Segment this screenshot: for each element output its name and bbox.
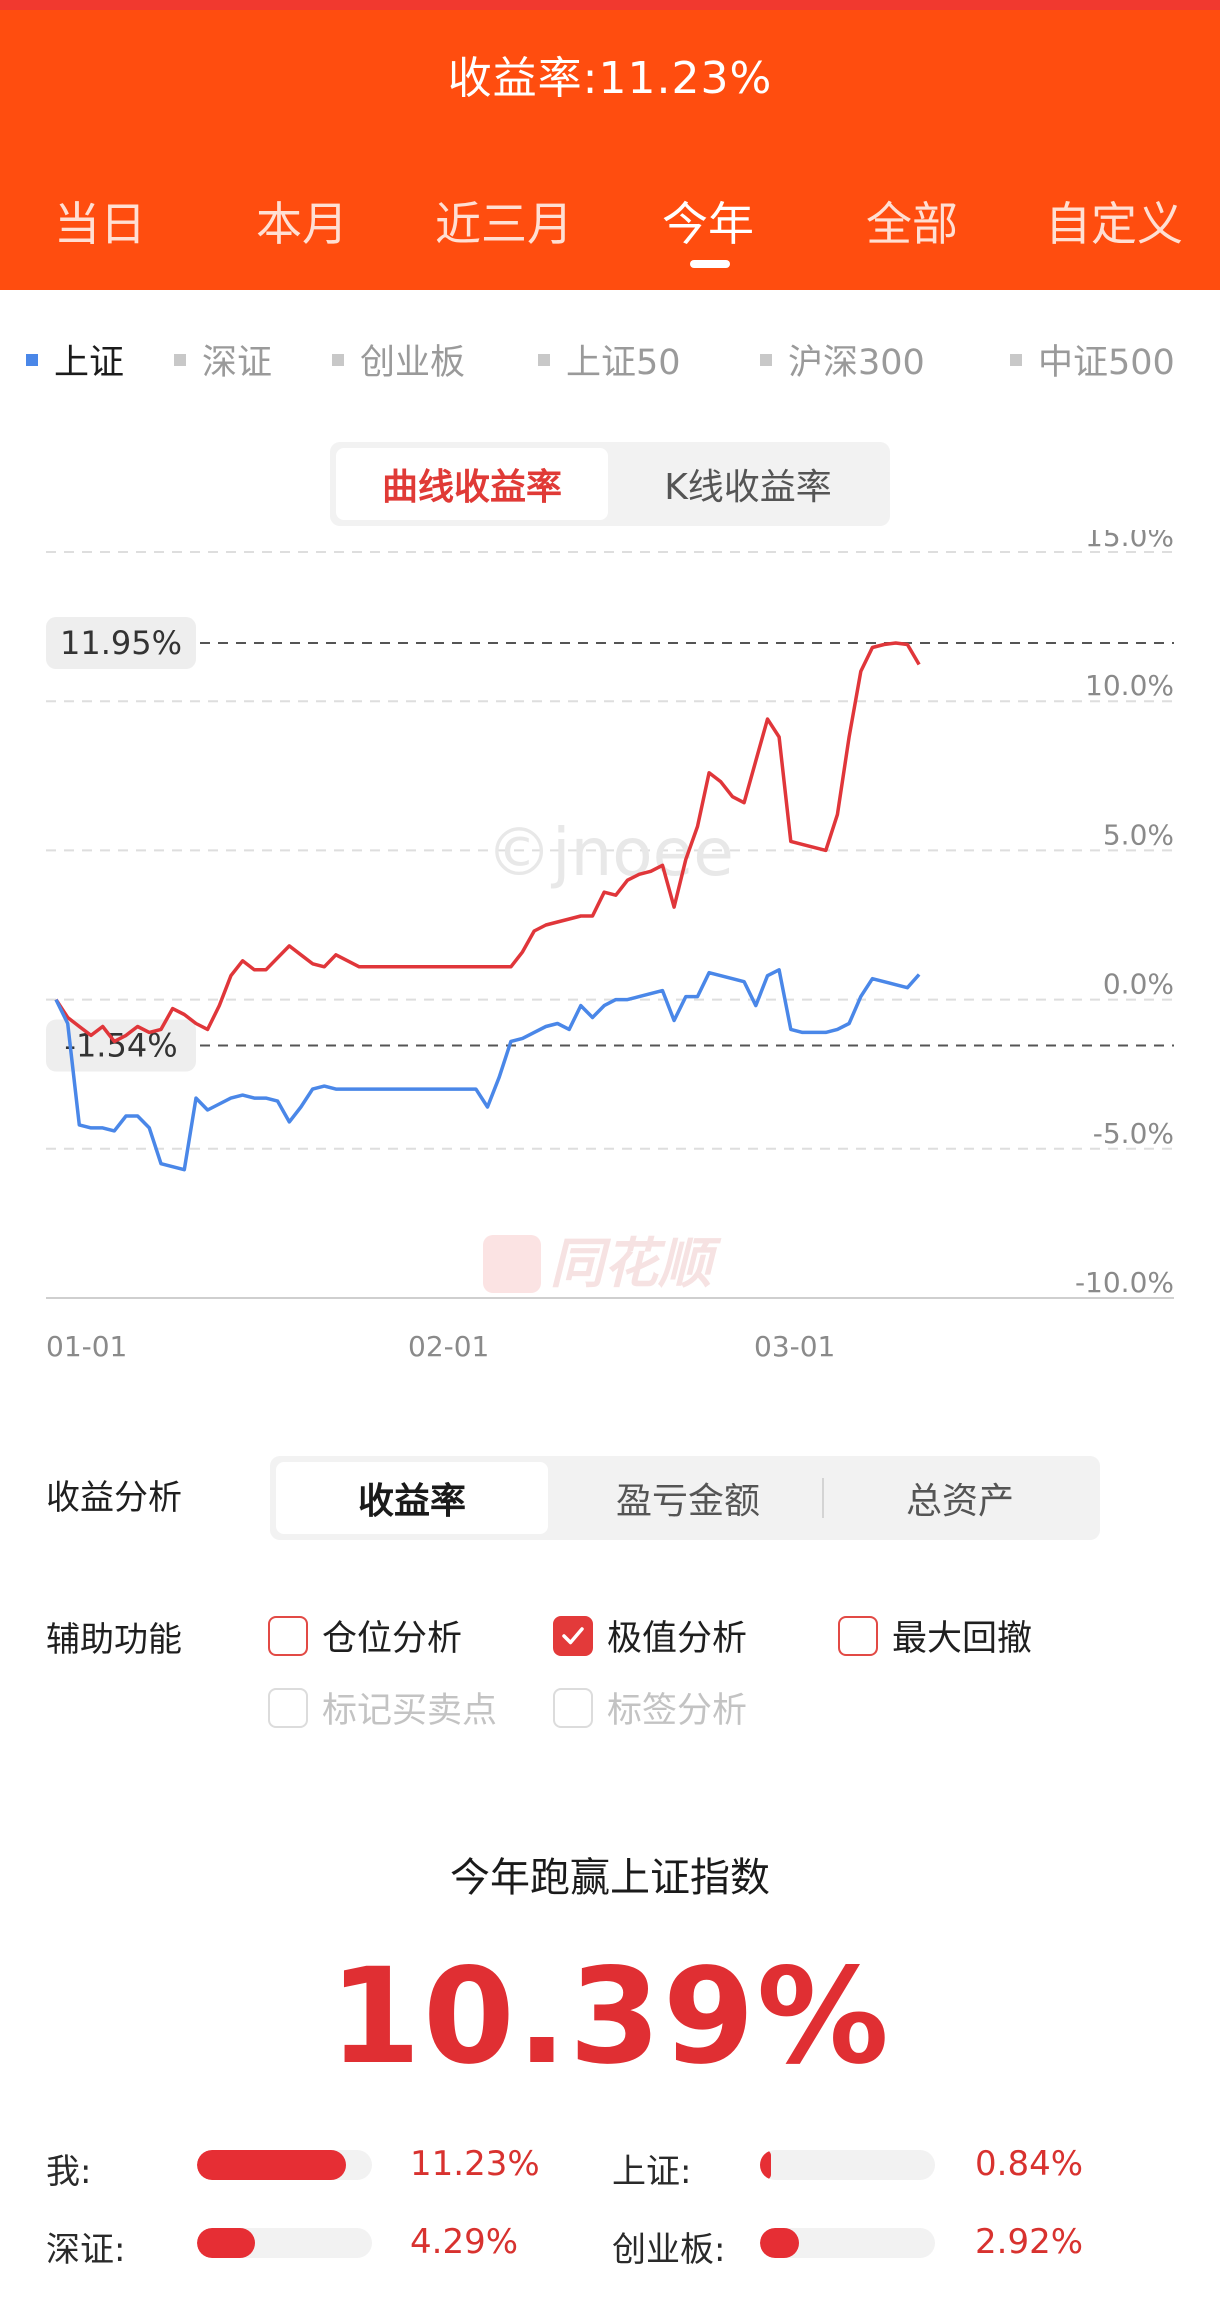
legend-csi500[interactable]: 中证500 <box>1010 334 1175 385</box>
legend-label: 沪深300 <box>788 343 925 383</box>
position-analysis-checkbox[interactable]: 仓位分析 <box>268 1610 462 1661</box>
aux-label: 辅助功能 <box>46 1620 182 1660</box>
tab-three-months[interactable]: 近三月 <box>435 197 573 251</box>
compare-bar-chinext <box>760 2228 935 2258</box>
checkbox-label: 极值分析 <box>607 1619 748 1659</box>
compare-value-me: 11.23% <box>410 2144 540 2184</box>
y-tick-label: 10.0% <box>1085 669 1174 702</box>
compare-bar-shanghai <box>760 2150 935 2180</box>
extreme-badge <box>46 1019 196 1072</box>
extreme-badge <box>46 617 196 670</box>
active-tab-indicator <box>690 260 730 268</box>
header-top-strip <box>0 0 1220 10</box>
curve-return-button[interactable]: 曲线收益率 <box>336 448 608 520</box>
x-tick-label: 03-01 <box>754 1330 835 1363</box>
return-chart-svg: 15.0% 10.0% 5.0% 0.0% -5.0% -10.0% 01-01 02-01 0… <box>46 530 1174 1363</box>
checkbox-icon <box>268 1615 308 1656</box>
analysis-label: 收益分析 <box>46 1478 182 1518</box>
compare-bar-fill <box>760 2228 799 2258</box>
extreme-analysis-checkbox[interactable]: 极值分析 <box>553 1610 747 1661</box>
compare-value-chinext: 2.92% <box>975 2222 1084 2262</box>
x-tick-label: 02-01 <box>408 1330 489 1363</box>
legend-dot-icon <box>332 353 344 366</box>
return-chart: 15.0% 10.0% 5.0% 0.0% -5.0% -10.0% 01-01 02-01 0… <box>0 530 1220 1370</box>
tab-all[interactable]: 全部 <box>866 197 958 251</box>
max-marker-label: 11.95% <box>60 624 182 662</box>
legend-label: 创业板 <box>360 343 466 383</box>
compare-label-chinext: 创业板: <box>612 2230 726 2270</box>
top-header: 收益率:11.23% 当日 本月 近三月 今年 全部 自定义 <box>0 0 1220 290</box>
compare-label-me: 我: <box>46 2152 92 2192</box>
my-return-line <box>54 641 921 1044</box>
copyright-watermark: ©jnoee <box>486 814 734 891</box>
compare-bar-fill <box>760 2150 771 2180</box>
page-title: 收益率:11.23% <box>447 53 773 104</box>
analysis-tab-return[interactable]: 收益率 <box>276 1462 548 1534</box>
analysis-separator <box>822 1478 824 1518</box>
legend-shanghai[interactable]: 上证 <box>26 334 124 385</box>
min-marker-label: -1.54% <box>64 1027 177 1065</box>
tab-this-year[interactable]: 今年 <box>662 197 754 251</box>
y-tick-label: -5.0% <box>1093 1117 1174 1150</box>
legend-dot-icon <box>538 353 550 366</box>
legend-csi300[interactable]: 沪深300 <box>760 334 925 385</box>
y-tick-label: 0.0% <box>1103 968 1174 1001</box>
brand-watermark: 同花顺 <box>550 1232 722 1295</box>
checkbox-label: 标记买卖点 <box>322 1691 498 1731</box>
legend-label: 上证 <box>54 343 125 383</box>
compare-value-shanghai: 0.84% <box>975 2144 1084 2184</box>
outperform-value: 10.39% <box>329 1940 891 2094</box>
compare-bar-shenzhen <box>197 2228 372 2258</box>
compare-label-shenzhen: 深证: <box>46 2230 126 2270</box>
checkbox-icon <box>268 1687 308 1728</box>
outperform-title: 今年跑赢上证指数 <box>450 1855 770 1901</box>
analysis-tab-pnl[interactable]: 盈亏金额 <box>615 1481 760 1522</box>
kline-return-button[interactable]: K线收益率 <box>664 467 832 508</box>
legend-dot-icon <box>26 353 38 366</box>
analysis-toggle: 收益率 盈亏金额 总资产 <box>270 1456 1100 1540</box>
checkbox-icon <box>838 1615 878 1656</box>
tab-today[interactable]: 当日 <box>54 197 146 251</box>
legend-chinext[interactable]: 创业板 <box>332 334 465 385</box>
compare-bar-fill <box>197 2228 255 2258</box>
analysis-tab-assets[interactable]: 总资产 <box>905 1481 1014 1522</box>
legend-shenzhen[interactable]: 深证 <box>174 334 272 385</box>
checkbox-label: 标签分析 <box>607 1691 748 1731</box>
mark-trades-checkbox[interactable]: 标记买卖点 <box>268 1682 497 1733</box>
checkbox-label: 最大回撤 <box>892 1619 1033 1659</box>
y-tick-label: 15.0% <box>1085 530 1174 553</box>
legend-dot-icon <box>174 353 186 366</box>
brand-logo-icon <box>483 1235 541 1293</box>
chart-type-toggle: 曲线收益率 K线收益率 <box>330 442 890 526</box>
x-tick-label: 01-01 <box>46 1330 127 1363</box>
index-return-line <box>54 968 921 1172</box>
compare-value-shenzhen: 4.29% <box>410 2222 519 2262</box>
tab-custom[interactable]: 自定义 <box>1045 197 1183 251</box>
legend-sse50[interactable]: 上证50 <box>538 334 681 385</box>
tag-analysis-checkbox[interactable]: 标签分析 <box>553 1682 747 1733</box>
legend-label: 上证50 <box>566 343 681 383</box>
legend-dot-icon <box>1010 353 1022 366</box>
compare-bar-fill <box>197 2150 346 2180</box>
tab-month[interactable]: 本月 <box>256 197 348 251</box>
max-drawdown-checkbox[interactable]: 最大回撤 <box>838 1610 1032 1661</box>
y-tick-label: -10.0% <box>1075 1266 1174 1299</box>
checkbox-label: 仓位分析 <box>322 1619 463 1659</box>
legend-label: 中证500 <box>1038 343 1175 383</box>
checkmark-icon <box>553 1615 593 1656</box>
checkbox-icon <box>553 1687 593 1728</box>
legend-label: 深证 <box>202 343 273 383</box>
compare-bar-me <box>197 2150 372 2180</box>
y-tick-label: 5.0% <box>1103 818 1174 851</box>
legend-dot-icon <box>760 353 772 366</box>
compare-label-shanghai: 上证: <box>612 2152 692 2192</box>
